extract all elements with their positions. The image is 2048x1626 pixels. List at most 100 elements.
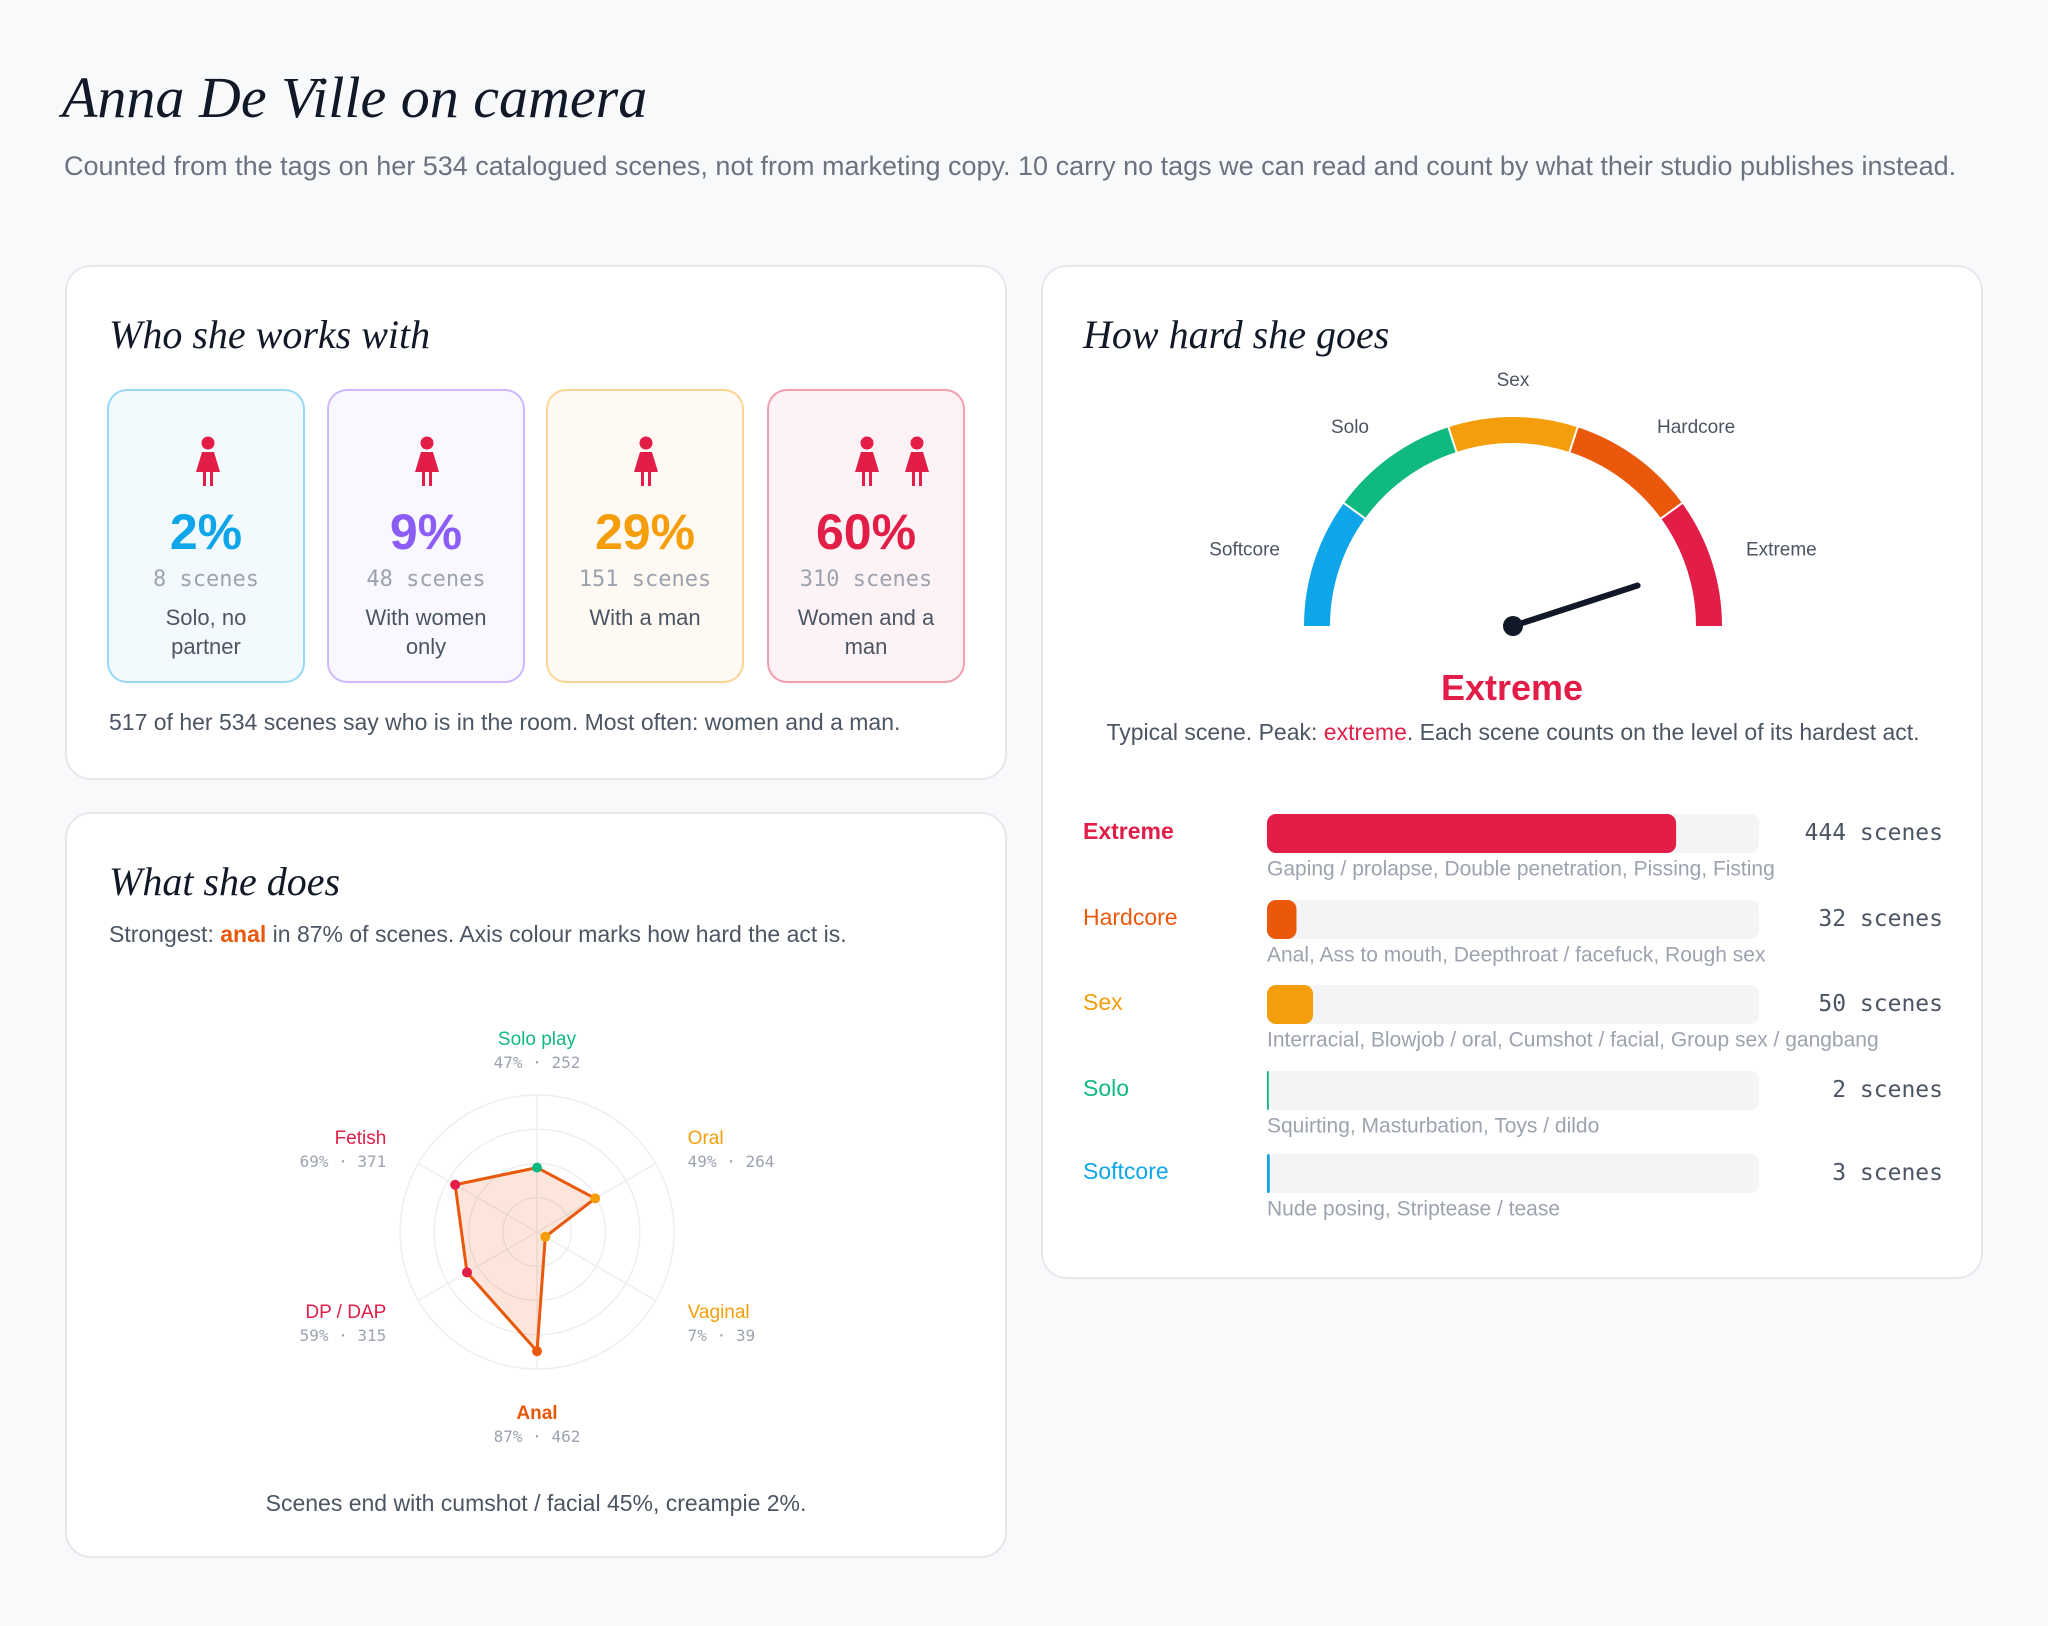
partners-card: Who she works with 2% 8 scenes Solo, no pa… [65, 265, 1007, 780]
gauge-gap [1341, 501, 1368, 521]
level-name: Solo [1083, 1075, 1129, 1101]
level-name: Softcore [1083, 1158, 1169, 1184]
icon-row [802, 436, 932, 486]
axis-name: Vaginal [688, 1302, 750, 1323]
separator: · [717, 1325, 727, 1344]
bar-count: 50 scenes [1818, 991, 1943, 1017]
intensity-card: How hard she goes Extreme Hardcore Sex Solo… [1041, 265, 1983, 1279]
gauge-gap [1658, 501, 1685, 521]
axis-name: Anal [516, 1403, 557, 1424]
bar-track [1267, 1071, 1759, 1110]
radar-spoke [417, 1231, 538, 1302]
partner-label: Women and a man [797, 605, 935, 659]
count: 50 [1818, 991, 1846, 1017]
gauge-hub [1503, 616, 1523, 636]
partners-note: 517 of her 534 scenes say who is in the … [109, 709, 901, 735]
bar-count: 32 scenes [1818, 906, 1943, 932]
level-name: Hardcore [1083, 904, 1178, 930]
bar [1267, 1071, 1269, 1110]
partner-share: 2% [169, 504, 243, 560]
partner-share: 60% [815, 504, 917, 560]
unit: scenes [1860, 1160, 1943, 1186]
level-name: Extreme [1083, 818, 1174, 844]
level-tags: Interracial, Blowjob / oral, Cumshot / f… [1267, 1029, 1879, 1052]
acts-card: What she does Strongest: anal in 87% of … [65, 812, 1007, 1558]
caption-text: . Each scene counts on the level of its … [1406, 719, 1920, 745]
bar-track [1267, 985, 1759, 1024]
level-tags: Squirting, Masturbation, Toys / dildo [1267, 1115, 1599, 1138]
partner-label: With a man [589, 605, 701, 630]
partner-count: 310 scenes [769, 567, 963, 592]
axis-name: Solo play [498, 1029, 577, 1050]
unit: scenes [852, 567, 933, 592]
count: 371 [357, 1152, 386, 1171]
acts-footnote: Scenes end with cumshot / facial 45%, cr… [265, 1490, 807, 1516]
page-title: Anna De Ville on camera [62, 65, 648, 130]
count: 8 [153, 567, 167, 592]
unit: scenes [1860, 820, 1943, 846]
radar-point [461, 1267, 472, 1278]
axis-stats: 87% · 462 [494, 1426, 581, 1445]
share: 59% [300, 1325, 329, 1344]
count: 462 [551, 1426, 580, 1445]
axis-name: DP / DAP [305, 1302, 386, 1323]
gauge-segment [1569, 427, 1683, 519]
share: 7% [688, 1325, 708, 1344]
gauge-segment [1660, 503, 1722, 627]
axis-stats: 7% · 39 [688, 1325, 755, 1344]
count: 444 [1805, 820, 1847, 846]
bar-track [1267, 1154, 1759, 1193]
radar-point [540, 1231, 551, 1242]
page-subtitle: Counted from the tags on her 534 catalog… [64, 151, 1957, 181]
count: 2 [1832, 1077, 1846, 1103]
partner-count: 48 scenes [329, 567, 523, 592]
radar-point [450, 1179, 461, 1190]
partner-box: 2% 8 scenes Solo, no partner [107, 389, 305, 683]
count: 48 [366, 567, 393, 592]
caption-highlight: extreme [1323, 719, 1407, 745]
radar-point [532, 1162, 542, 1173]
partner-box: 9% 48 scenes With women only [327, 389, 525, 683]
typical-level: Extreme [1440, 667, 1584, 708]
card-title: What she does [109, 859, 341, 904]
gauge-label: Sex [1497, 370, 1530, 391]
share: 47% [494, 1053, 523, 1072]
unit: scenes [1860, 1077, 1943, 1103]
radar-area [453, 1166, 597, 1353]
count: 252 [551, 1053, 580, 1072]
partner-label: Solo, no partner [165, 605, 247, 659]
count: 310 [799, 567, 840, 592]
level-name: Sex [1083, 989, 1123, 1015]
radar-spoke [536, 1231, 657, 1302]
axis-stats: 69% · 371 [300, 1152, 387, 1171]
card-title: Who she works with [109, 312, 431, 357]
separator: · [338, 1152, 348, 1171]
intensity-chart: Extreme Hardcore Sex Solo Softcore Extreme 444… [1083, 370, 1943, 1221]
gauge-label: Solo [1331, 417, 1369, 438]
partner-share: 29% [594, 504, 696, 560]
gauge-label: Extreme [1746, 539, 1817, 560]
axis-name: Oral [688, 1128, 724, 1149]
level-tags: Anal, Ass to mouth, Deepthroat / facefuc… [1267, 944, 1766, 967]
share: 69% [300, 1152, 329, 1171]
intensity-caption: Typical scene. Peak: extreme. Each scene… [1083, 716, 1943, 749]
count: 151 [578, 567, 619, 592]
summary-text: Strongest: [109, 921, 221, 947]
icon-row [598, 436, 694, 486]
partner-box: 29% 151 scenes With a man [546, 389, 744, 683]
gauge-label: Softcore [1209, 539, 1280, 560]
share: 49% [688, 1152, 717, 1171]
unit: scenes [1860, 991, 1943, 1017]
unit: scenes [179, 567, 259, 592]
gauge-gap [1446, 425, 1459, 455]
card-title: How hard she goes [1083, 312, 1390, 357]
bar [1267, 1154, 1270, 1193]
gauge-gap [1567, 425, 1580, 455]
partner-count: 8 scenes [109, 567, 303, 592]
unit: scenes [1860, 906, 1943, 932]
axis-stats: 47% · 252 [494, 1053, 581, 1072]
bar-count: 2 scenes [1832, 1077, 1943, 1103]
caption-text: Typical scene. Peak: [1106, 719, 1324, 745]
count: 39 [736, 1325, 755, 1344]
